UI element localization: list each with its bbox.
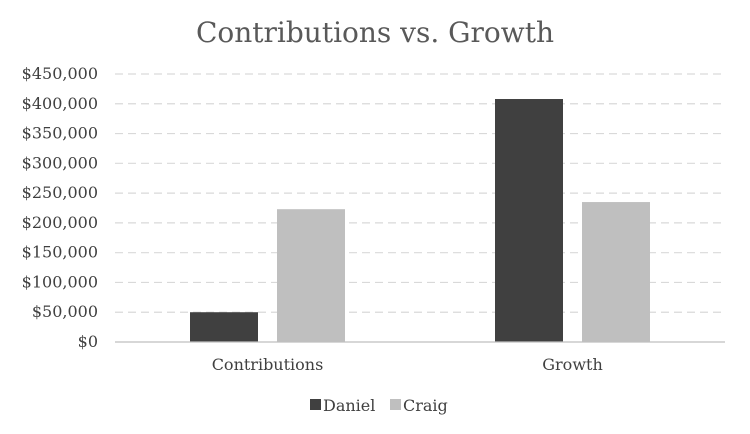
bar-daniel-contributions	[190, 312, 258, 342]
legend-label-daniel: Daniel	[323, 396, 375, 415]
y-tick-label: $100,000	[22, 272, 98, 291]
y-tick-label: $250,000	[22, 183, 98, 202]
legend: Daniel Craig	[310, 396, 448, 415]
y-tick-label: $350,000	[22, 124, 98, 143]
y-axis-ticks: $0 $50,000 $100,000 $150,000 $200,000 $250,00…	[22, 64, 98, 351]
y-tick-label: $0	[78, 332, 98, 351]
y-tick-label: $300,000	[22, 153, 98, 172]
y-tick-label: $50,000	[32, 302, 98, 321]
legend-label-craig: Craig	[403, 396, 448, 415]
y-tick-label: $150,000	[22, 243, 98, 262]
x-category-label: Contributions	[212, 355, 324, 374]
y-tick-label: $400,000	[22, 94, 98, 113]
y-tick-label: $200,000	[22, 213, 98, 232]
bars	[190, 99, 650, 342]
bar-craig-contributions	[277, 209, 345, 342]
legend-swatch-craig	[390, 399, 401, 410]
bar-craig-growth	[582, 202, 650, 342]
bar-daniel-growth	[495, 99, 563, 342]
y-tick-label: $450,000	[22, 64, 98, 83]
x-axis-categories: Contributions Growth	[212, 355, 603, 374]
chart-title: Contributions vs. Growth	[196, 16, 554, 49]
x-category-label: Growth	[542, 355, 603, 374]
legend-swatch-daniel	[310, 399, 321, 410]
